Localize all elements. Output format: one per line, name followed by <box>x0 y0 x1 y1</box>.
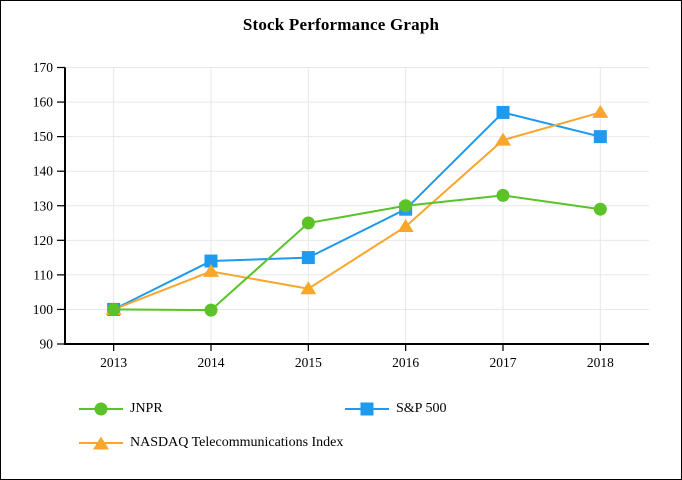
data-point-marker <box>204 254 218 268</box>
series-line-0 <box>113 194 601 312</box>
x-tick-label: 2013 <box>100 355 127 370</box>
data-point-marker <box>592 104 609 118</box>
data-point-marker <box>496 188 510 202</box>
sp500-square-marker-icon <box>345 401 389 417</box>
data-point-marker <box>495 132 511 146</box>
y-tick-label: 130 <box>33 198 54 213</box>
data-point-marker <box>397 218 414 232</box>
x-tick-label: 2018 <box>587 355 614 370</box>
circle-icon <box>94 402 108 416</box>
data-point-marker <box>496 105 510 119</box>
data-point-marker <box>204 303 218 317</box>
legend-item-sp500: S&P 500 <box>345 401 446 417</box>
y-tick-label: 150 <box>33 129 54 144</box>
series-line-2 <box>113 111 601 311</box>
y-tick-label: 120 <box>33 233 54 248</box>
data-point-marker <box>399 199 413 213</box>
x-tick-label: 2016 <box>392 355 419 370</box>
y-tick-label: 160 <box>33 95 54 110</box>
square-icon <box>360 402 374 416</box>
chart-title: Stock Performance Graph <box>242 15 440 34</box>
legend-item-jnpr: JNPR <box>79 401 163 417</box>
legend-label-sp500: S&P 500 <box>396 401 447 416</box>
y-tick-label: 100 <box>33 302 54 317</box>
data-point-marker <box>593 202 607 216</box>
y-tick-label: 140 <box>33 164 54 179</box>
data-point-marker <box>107 302 121 316</box>
nasdaq-triangle-marker-icon <box>79 435 123 451</box>
y-tick-label: 90 <box>40 337 54 352</box>
jnpr-circle-marker-icon <box>79 401 123 417</box>
series-line-1 <box>113 111 601 311</box>
data-point-marker <box>301 216 315 230</box>
x-tick-label: 2014 <box>198 355 225 370</box>
data-point-marker <box>593 130 607 144</box>
data-point-marker <box>300 281 317 295</box>
y-tick-label: 110 <box>33 267 53 282</box>
legend-label-nasdaq-telecom: NASDAQ Telecommunications Index <box>130 435 344 450</box>
x-tick-label: 2015 <box>295 355 322 370</box>
x-tick-label: 2017 <box>490 355 517 370</box>
legend-item-nasdaq-telecom: NASDAQ Telecommunications Index <box>79 435 343 451</box>
triangle-icon <box>93 436 109 450</box>
data-point-marker <box>301 251 315 265</box>
data-point-marker <box>203 263 219 277</box>
y-tick-label: 170 <box>33 60 54 75</box>
legend-label-jnpr: JNPR <box>130 401 163 416</box>
